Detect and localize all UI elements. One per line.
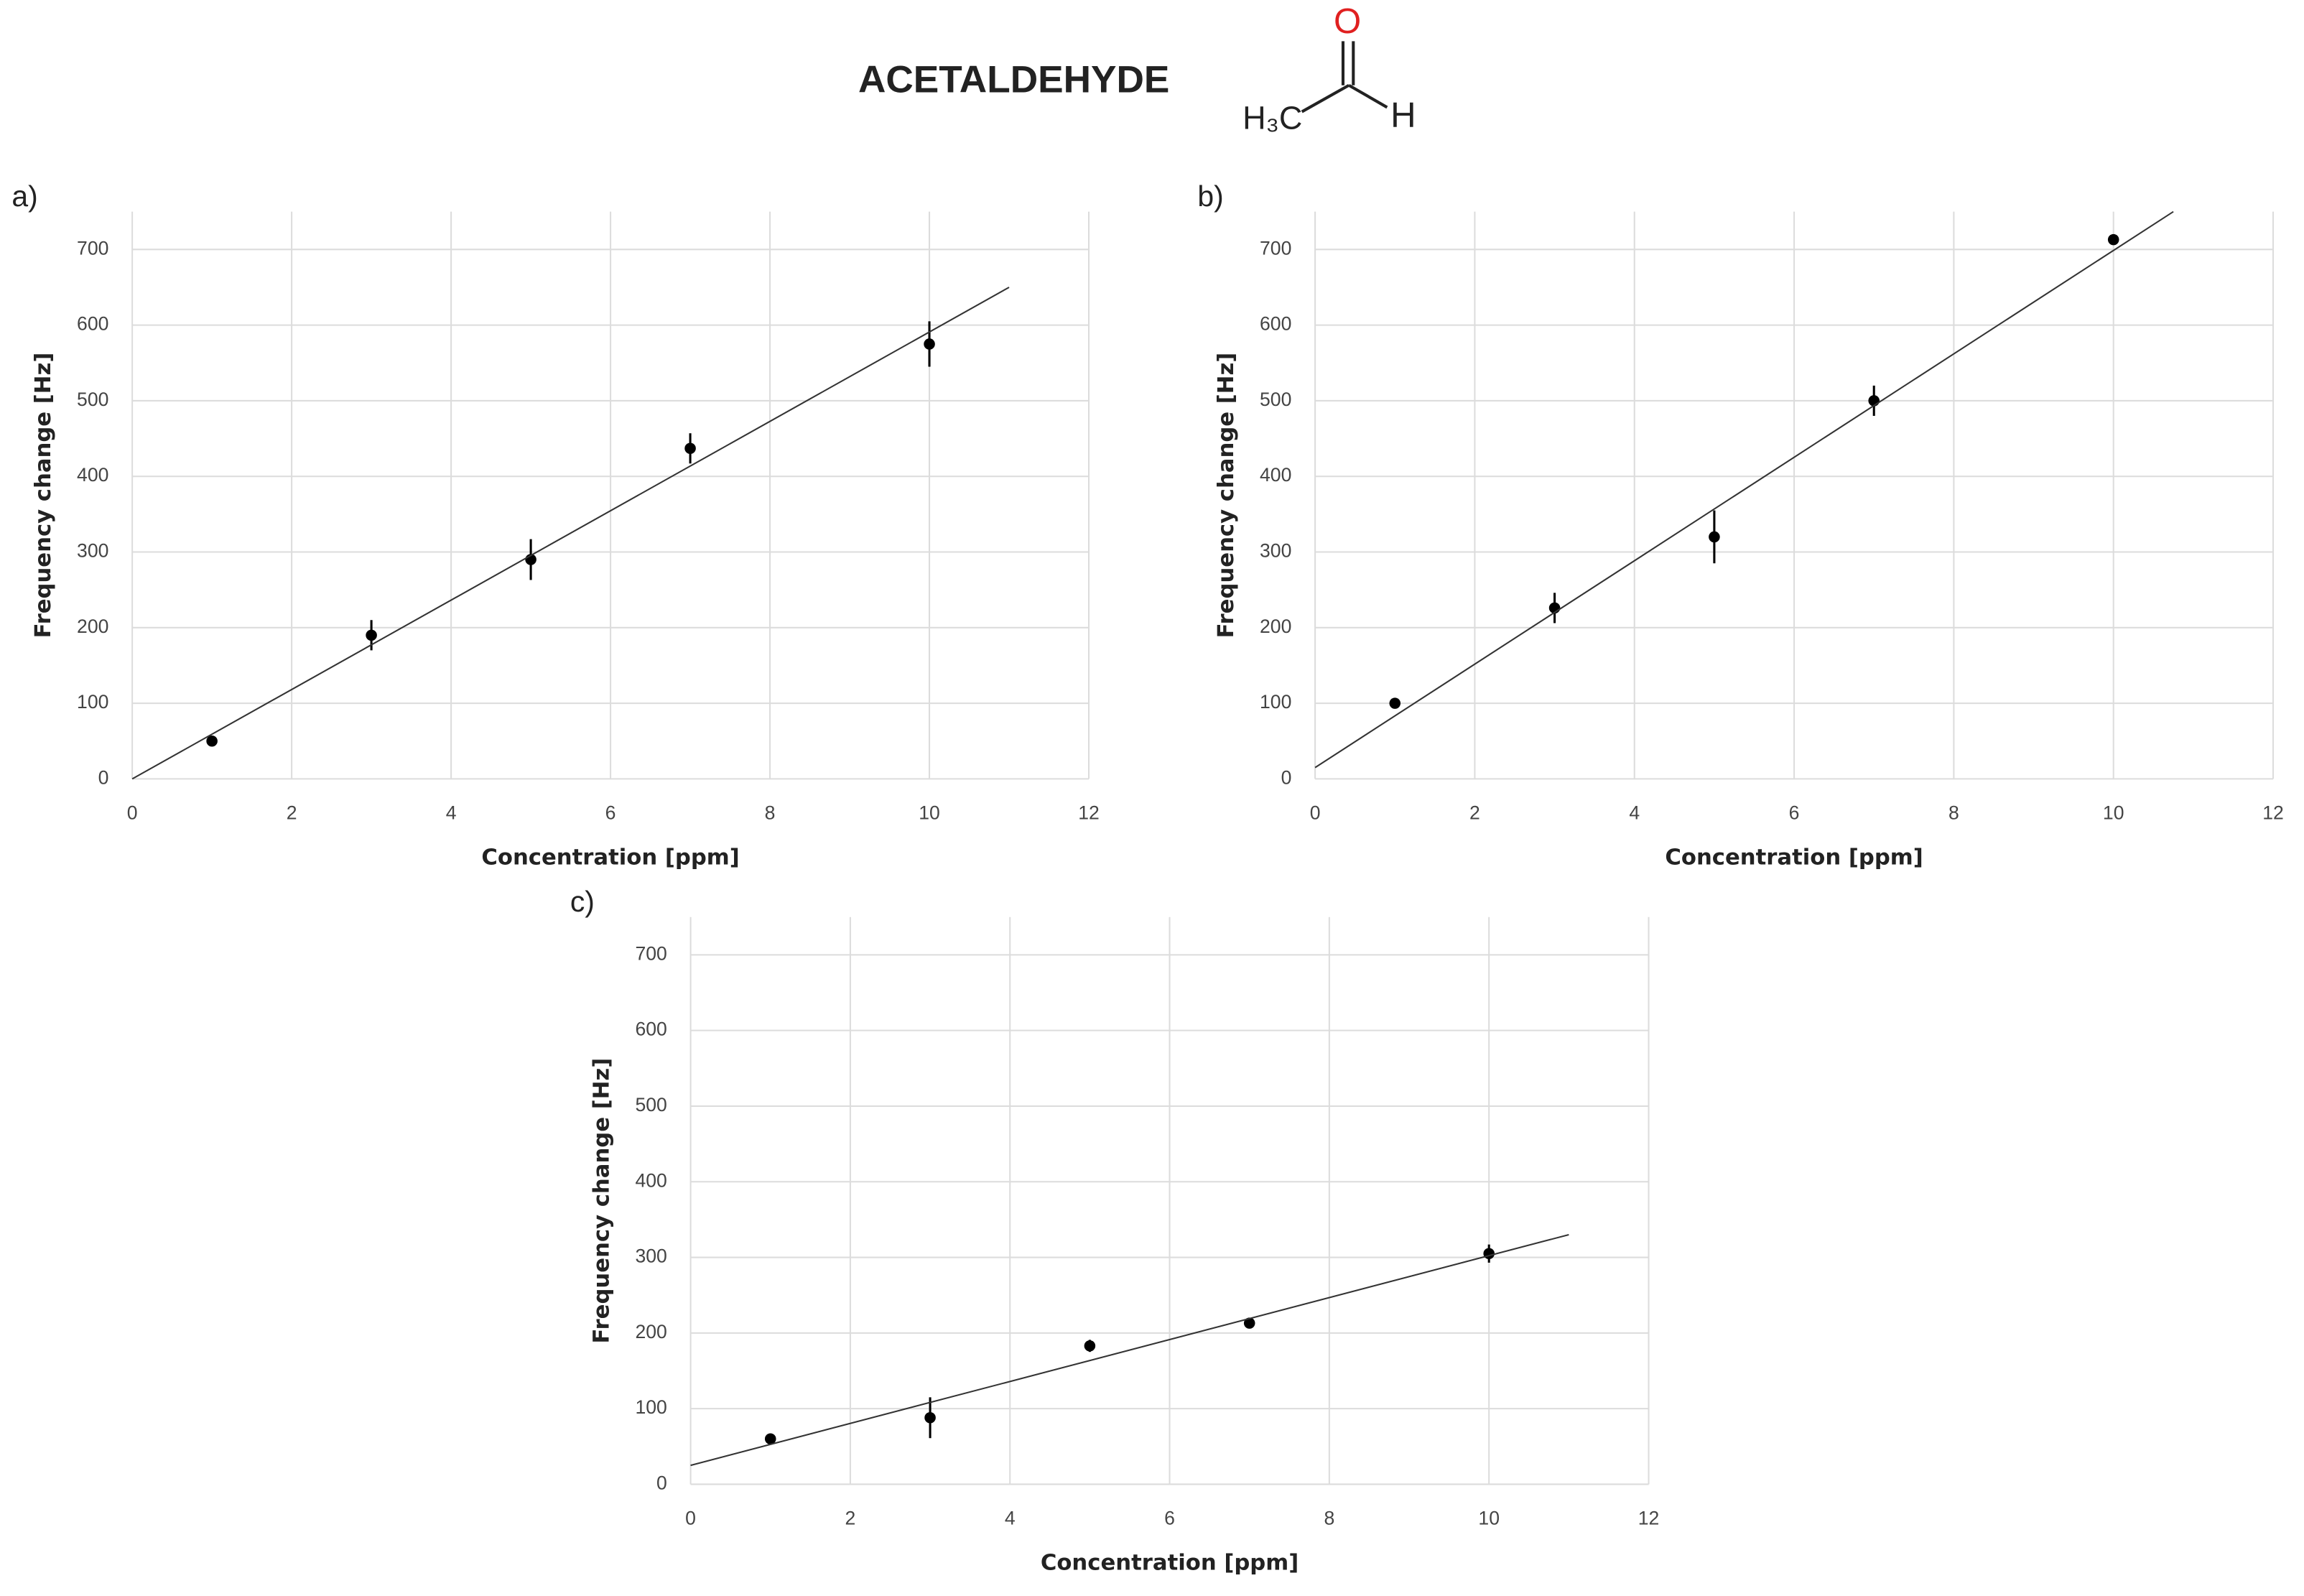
y-tick-label: 400 [1260, 464, 1291, 486]
x-tick-label: 8 [1948, 802, 1959, 824]
y-tick-label: 700 [1260, 237, 1291, 259]
y-tick-label: 300 [1260, 540, 1291, 562]
hydrogen-label: H [1390, 96, 1416, 135]
trendline [1314, 210, 2174, 769]
data-point [2107, 233, 2119, 246]
trendline [131, 287, 1010, 780]
data-point [1243, 1317, 1255, 1329]
y-tick-label: 700 [635, 942, 666, 964]
figure-title: ACETALDEHYDE [858, 59, 1169, 101]
x-tick-label: 4 [1629, 802, 1640, 824]
data-point [764, 1433, 776, 1445]
y-tick-label: 500 [635, 1094, 666, 1115]
y-axis-label: Frequency change [Hz] [1214, 353, 1239, 639]
x-tick-label: 2 [287, 802, 297, 824]
x-tick-label: 8 [1324, 1508, 1334, 1529]
data-point [1389, 697, 1401, 709]
oxygen-label: O [1334, 2, 1361, 41]
x-tick-label: 2 [1469, 802, 1480, 824]
x-tick-label: 8 [765, 802, 776, 824]
data-point [1709, 531, 1720, 543]
x-axis-label: Concentration [ppm] [1665, 845, 1923, 870]
y-tick-label: 700 [77, 237, 108, 259]
bond [1348, 83, 1388, 109]
data-point [1868, 395, 1880, 407]
y-tick-label: 100 [1260, 691, 1291, 713]
x-tick-label: 12 [1638, 1508, 1660, 1529]
data-point [366, 629, 377, 641]
data-point [206, 735, 218, 747]
y-tick-label: 300 [77, 540, 108, 562]
y-axis-label: Frequency change [Hz] [31, 353, 56, 639]
data-point [684, 442, 696, 455]
y-tick-label: 600 [635, 1019, 666, 1040]
x-tick-label: 4 [446, 802, 457, 824]
trendline [690, 1233, 1569, 1467]
y-tick-label: 200 [1260, 616, 1291, 637]
x-tick-label: 10 [2103, 802, 2124, 824]
y-tick-label: 500 [77, 389, 108, 410]
x-tick-label: 2 [845, 1508, 856, 1529]
y-tick-label: 400 [635, 1169, 666, 1191]
y-tick-label: 200 [635, 1321, 666, 1342]
y-tick-label: 200 [77, 616, 108, 637]
y-tick-label: 0 [656, 1472, 667, 1493]
panel-label: a) [11, 180, 37, 213]
x-axis-label: Concentration [ppm] [481, 845, 739, 870]
data-point [924, 338, 935, 350]
y-tick-label: 100 [635, 1396, 666, 1418]
y-tick-label: 100 [77, 691, 108, 713]
x-axis-label: Concentration [ppm] [1041, 1550, 1299, 1575]
y-tick-label: 0 [1281, 766, 1292, 788]
panel-label: b) [1197, 180, 1223, 213]
y-tick-label: 600 [77, 313, 108, 335]
x-tick-label: 6 [605, 802, 616, 824]
y-axis-label: Frequency change [Hz] [589, 1058, 614, 1344]
panel-label: c) [570, 885, 595, 918]
molecule: O H₃C H [1242, 2, 1416, 136]
x-tick-label: 0 [1310, 802, 1321, 824]
data-point [1483, 1248, 1495, 1260]
x-tick-label: 0 [685, 1508, 696, 1529]
x-tick-label: 6 [1164, 1508, 1175, 1529]
y-tick-label: 300 [635, 1245, 666, 1267]
x-tick-label: 10 [919, 802, 940, 824]
y-tick-label: 600 [1260, 313, 1291, 335]
y-tick-label: 0 [98, 766, 109, 788]
y-tick-label: 500 [1260, 389, 1291, 410]
x-tick-label: 6 [1789, 802, 1800, 824]
x-tick-label: 10 [1478, 1508, 1500, 1529]
x-tick-label: 12 [2262, 802, 2284, 824]
y-tick-label: 400 [77, 464, 108, 486]
x-tick-label: 4 [1005, 1508, 1016, 1529]
x-tick-label: 12 [1078, 802, 1100, 824]
methyl-label: H₃C [1242, 100, 1302, 136]
data-point [924, 1412, 936, 1424]
bond [1301, 83, 1350, 113]
x-tick-label: 0 [127, 802, 138, 824]
data-point [1084, 1340, 1096, 1352]
